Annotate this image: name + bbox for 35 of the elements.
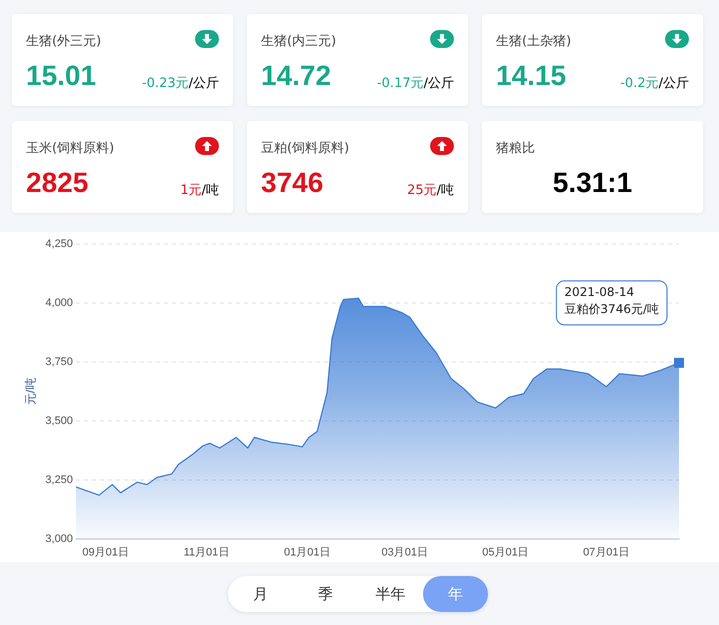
text: 半年 [374, 584, 406, 605]
y-tick-label: 4,000 [45, 296, 73, 309]
y-tick-label: 3,250 [45, 474, 73, 486]
text: -0.2元/公斤 [620, 76, 689, 91]
category-label: 猪粮比 [496, 140, 535, 157]
annotation: 2021-08-14 豆粕价3746元/吨 [564, 284, 660, 316]
x-tick-label: 01月01日 [284, 546, 330, 558]
category-label: 生猪(土杂猪) [496, 33, 572, 50]
x-tick-label: 11月01日 [184, 546, 230, 558]
text: 25元/吨 [407, 183, 454, 198]
y-tick-label: 3,000 [45, 532, 73, 545]
text: 2825 [26, 167, 88, 198]
category-label: 生猪(外三元) [26, 33, 102, 50]
text: 年 [423, 576, 488, 612]
x-tick-label: 03月01日 [381, 546, 428, 558]
text: 月 [252, 584, 269, 605]
text: 1元/吨 [180, 183, 219, 198]
x-tick-label: 07月01日 [583, 546, 630, 558]
text: 5.31:1 [552, 167, 632, 198]
text: -0.23元/公斤 [142, 76, 219, 91]
x-tick-label: 09月01日 [82, 546, 129, 558]
y-tick-label: 3,750 [45, 356, 73, 368]
text: 15.01 [26, 60, 96, 91]
text: -0.17元/公斤 [376, 76, 454, 91]
category-label: 豆粕(饲料原料) [261, 140, 350, 157]
x-tick-label: 05月01日 [482, 546, 529, 558]
y-axis-title: 元/吨 [24, 378, 38, 406]
category-label: 玉米(饲料原料) [26, 140, 114, 157]
y-tick-label: 3,500 [45, 414, 73, 427]
y-tick-label: 4,250 [45, 238, 73, 250]
text: 14.15 [496, 60, 566, 91]
text: 季 [317, 584, 334, 605]
text: 14.72 [261, 60, 332, 91]
category-label: 生猪(内三元) [261, 33, 336, 50]
text: 3746 [261, 167, 324, 198]
